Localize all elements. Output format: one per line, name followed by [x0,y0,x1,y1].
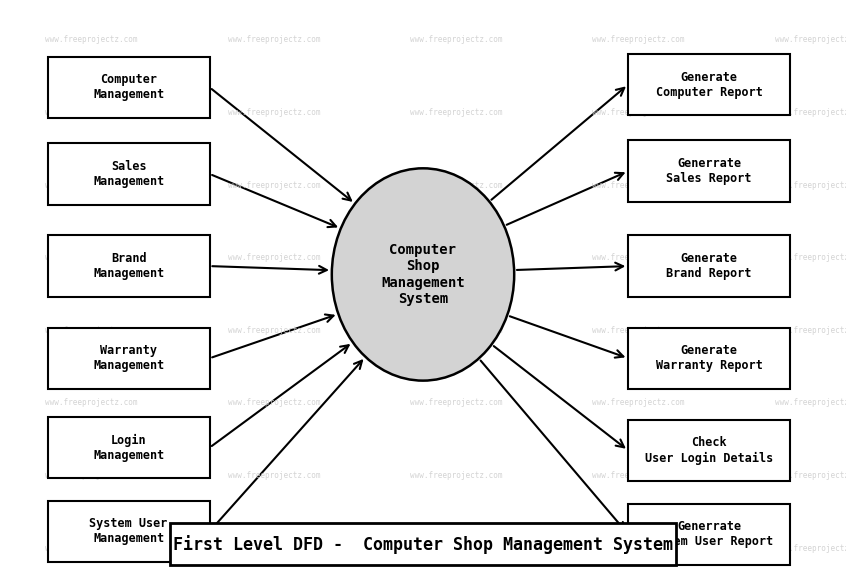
Text: Login
Management: Login Management [93,434,164,462]
Text: www.freeprojectz.com: www.freeprojectz.com [410,36,503,44]
Text: www.freeprojectz.com: www.freeprojectz.com [592,326,684,335]
Text: www.freeprojectz.com: www.freeprojectz.com [45,253,138,262]
Text: Brand
Management: Brand Management [93,252,164,280]
Text: Sales
Management: Sales Management [93,160,164,188]
Text: www.freeprojectz.com: www.freeprojectz.com [410,544,503,553]
Ellipse shape [332,168,514,381]
Text: www.freeprojectz.com: www.freeprojectz.com [228,36,320,44]
Text: www.freeprojectz.com: www.freeprojectz.com [592,399,684,407]
Text: www.freeprojectz.com: www.freeprojectz.com [410,471,503,480]
Text: www.freeprojectz.com: www.freeprojectz.com [775,399,846,407]
FancyBboxPatch shape [629,235,790,297]
FancyBboxPatch shape [48,235,210,297]
Text: www.freeprojectz.com: www.freeprojectz.com [45,326,138,335]
Text: www.freeprojectz.com: www.freeprojectz.com [45,108,138,117]
Text: Computer
Management: Computer Management [93,73,164,101]
Text: www.freeprojectz.com: www.freeprojectz.com [410,180,503,190]
Text: www.freeprojectz.com: www.freeprojectz.com [775,326,846,335]
Text: www.freeprojectz.com: www.freeprojectz.com [592,253,684,262]
Text: www.freeprojectz.com: www.freeprojectz.com [228,326,320,335]
Text: www.freeprojectz.com: www.freeprojectz.com [775,471,846,480]
Text: Generrate
System User Report: Generrate System User Report [645,520,773,548]
Text: Generate
Warranty Report: Generate Warranty Report [656,345,762,372]
Text: www.freeprojectz.com: www.freeprojectz.com [775,544,846,553]
Text: System User
Management: System User Management [90,517,168,545]
FancyBboxPatch shape [48,143,210,205]
Text: www.freeprojectz.com: www.freeprojectz.com [228,544,320,553]
Text: www.freeprojectz.com: www.freeprojectz.com [592,180,684,190]
Text: Generate
Brand Report: Generate Brand Report [667,252,752,280]
Text: Generate
Computer Report: Generate Computer Report [656,70,762,98]
Text: www.freeprojectz.com: www.freeprojectz.com [410,399,503,407]
Text: www.freeprojectz.com: www.freeprojectz.com [228,108,320,117]
Text: www.freeprojectz.com: www.freeprojectz.com [45,471,138,480]
Text: www.freeprojectz.com: www.freeprojectz.com [592,108,684,117]
Text: www.freeprojectz.com: www.freeprojectz.com [45,180,138,190]
FancyBboxPatch shape [170,523,676,565]
Text: www.freeprojectz.com: www.freeprojectz.com [775,108,846,117]
Text: www.freeprojectz.com: www.freeprojectz.com [45,36,138,44]
Text: www.freeprojectz.com: www.freeprojectz.com [410,326,503,335]
Text: www.freeprojectz.com: www.freeprojectz.com [775,36,846,44]
FancyBboxPatch shape [48,417,210,478]
Text: Generrate
Sales Report: Generrate Sales Report [667,157,752,185]
Text: First Level DFD -  Computer Shop Management System: First Level DFD - Computer Shop Manageme… [173,535,673,554]
Text: www.freeprojectz.com: www.freeprojectz.com [775,180,846,190]
Text: Check
User Login Details: Check User Login Details [645,436,773,464]
FancyBboxPatch shape [629,328,790,389]
Text: www.freeprojectz.com: www.freeprojectz.com [592,471,684,480]
Text: www.freeprojectz.com: www.freeprojectz.com [410,108,503,117]
FancyBboxPatch shape [629,503,790,565]
Text: www.freeprojectz.com: www.freeprojectz.com [592,36,684,44]
FancyBboxPatch shape [629,420,790,481]
Text: www.freeprojectz.com: www.freeprojectz.com [228,180,320,190]
Text: www.freeprojectz.com: www.freeprojectz.com [410,253,503,262]
Text: www.freeprojectz.com: www.freeprojectz.com [775,253,846,262]
Text: www.freeprojectz.com: www.freeprojectz.com [45,399,138,407]
Text: Computer
Shop
Management
System: Computer Shop Management System [382,243,464,306]
Text: www.freeprojectz.com: www.freeprojectz.com [228,471,320,480]
FancyBboxPatch shape [629,140,790,202]
FancyBboxPatch shape [48,328,210,389]
Text: www.freeprojectz.com: www.freeprojectz.com [228,253,320,262]
Text: www.freeprojectz.com: www.freeprojectz.com [592,544,684,553]
FancyBboxPatch shape [48,501,210,562]
FancyBboxPatch shape [48,56,210,118]
Text: www.freeprojectz.com: www.freeprojectz.com [45,544,138,553]
Text: Warranty
Management: Warranty Management [93,345,164,372]
FancyBboxPatch shape [629,54,790,115]
Text: www.freeprojectz.com: www.freeprojectz.com [228,399,320,407]
